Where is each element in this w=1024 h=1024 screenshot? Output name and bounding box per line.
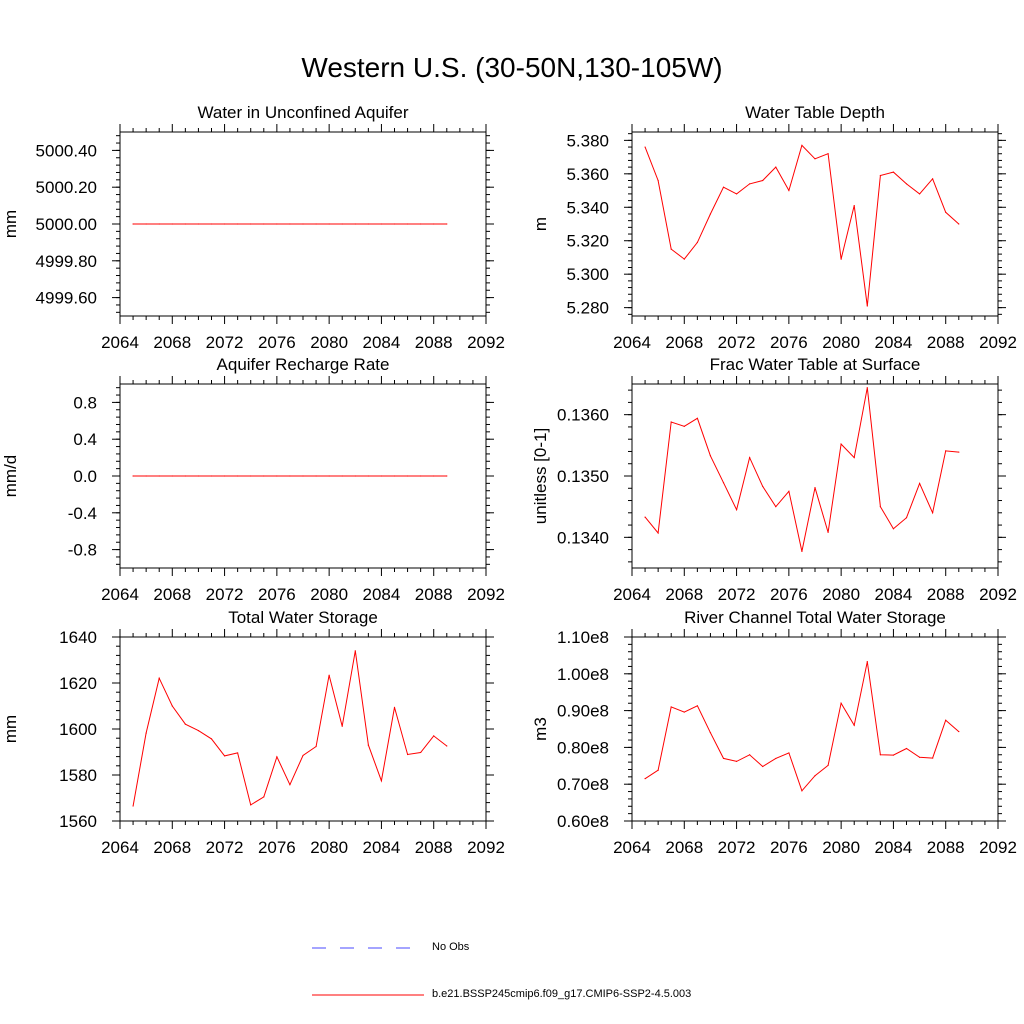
legend-label-model: b.e21.BSSP245cmip6.f09_g17.CMIP6-SSP2-4.… (432, 988, 691, 1000)
legend-label-no-obs: No Obs (432, 941, 469, 953)
